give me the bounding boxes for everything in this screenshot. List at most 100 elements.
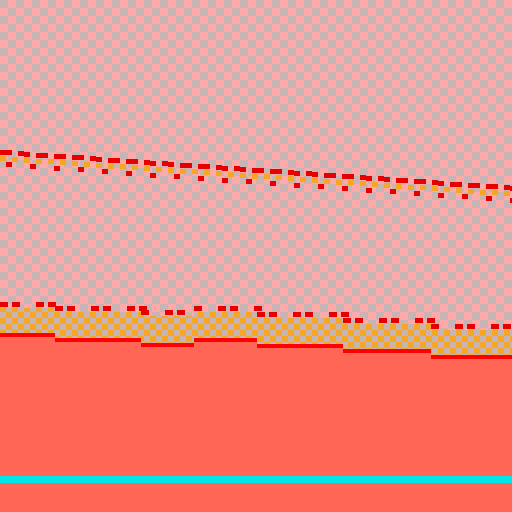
lower-band-edge-pixel [254, 306, 262, 311]
ground-edge [194, 338, 257, 342]
upper-band-edge-pixel [222, 178, 228, 183]
upper-band-edge-pixel [0, 150, 6, 155]
upper-band-edge-pixel [144, 160, 150, 165]
lower-band-fill [55, 312, 141, 338]
upper-band-fill-pixel [252, 174, 258, 179]
lower-band-fill [257, 318, 343, 344]
lower-band-fill [343, 324, 431, 349]
upper-band-fill-pixel [456, 188, 462, 193]
upper-band-edge-pixel [438, 193, 444, 198]
lower-band-fill [194, 312, 257, 338]
lower-band [0, 302, 512, 355]
upper-band-edge-pixel [396, 178, 402, 183]
ground-fill [55, 342, 141, 476]
upper-band-edge-pixel [132, 159, 138, 164]
lower-band-edge-pixel [103, 306, 111, 311]
upper-band-edge-pixel [510, 186, 512, 191]
upper-band-fill-pixel [156, 167, 162, 172]
upper-band-edge-pixel [78, 155, 84, 160]
upper-band-edge-pixel [390, 189, 396, 194]
upper-band-edge-pixel [174, 174, 180, 179]
water-line [0, 476, 512, 483]
upper-band-edge-pixel [30, 164, 36, 169]
upper-band-edge-pixel [150, 173, 156, 178]
upper-band-fill-pixel [348, 180, 354, 185]
upper-band-edge-pixel [276, 169, 282, 174]
lower-band-edge-pixel [141, 310, 149, 315]
upper-band-fill-pixel [24, 158, 30, 163]
upper-band-edge-pixel [288, 170, 294, 175]
upper-band-edge-pixel [486, 196, 492, 201]
lower-band-edge-pixel [293, 312, 301, 317]
upper-band-edge-pixel [360, 175, 366, 180]
upper-band-edge-pixel [72, 155, 78, 160]
upper-band-fill-pixel [60, 160, 66, 165]
upper-band-edge-pixel [36, 153, 42, 158]
lower-band-edge-pixel [467, 324, 475, 329]
lower-band-edge-pixel [12, 302, 20, 307]
upper-band-edge-pixel [6, 162, 12, 167]
upper-band-fill-pixel [300, 177, 306, 182]
upper-band-edge-pixel [60, 154, 66, 159]
upper-band-edge-pixel [186, 163, 192, 168]
upper-band-fill-pixel [312, 178, 318, 183]
lower-band-edge-pixel [341, 312, 349, 317]
upper-band-edge-pixel [462, 194, 468, 199]
upper-band-edge-pixel [108, 158, 114, 163]
upper-band-edge-pixel [42, 153, 48, 158]
ground-fill [194, 342, 257, 476]
ground-fill [257, 348, 343, 476]
upper-band-edge-pixel [510, 198, 512, 203]
upper-band-fill-pixel [276, 175, 282, 180]
upper-band-edge-pixel [414, 191, 420, 196]
upper-band-edge-pixel [348, 174, 354, 179]
upper-band-fill-pixel [432, 186, 438, 191]
upper-band-edge-pixel [78, 167, 84, 172]
upper-band-fill-pixel [168, 168, 174, 173]
upper-band-edge-pixel [234, 166, 240, 171]
upper-band-edge-pixel [330, 173, 336, 178]
upper-band-fill-pixel [120, 164, 126, 169]
upper-band-fill-pixel [72, 161, 78, 166]
upper-band-edge-pixel [150, 161, 156, 166]
upper-band-edge-pixel [24, 152, 30, 157]
ground-fill [431, 359, 512, 476]
upper-band-edge-pixel [222, 166, 228, 171]
upper-band-edge-pixel [312, 172, 318, 177]
upper-band-fill-pixel [480, 190, 486, 195]
upper-band-fill-pixel [444, 187, 450, 192]
upper-band-fill-pixel [228, 172, 234, 177]
upper-band-edge-pixel [240, 167, 246, 172]
upper-band-fill-pixel [96, 163, 102, 168]
upper-band-fill-pixel [36, 159, 42, 164]
upper-band-edge-pixel [6, 150, 12, 155]
lower-band-edge-pixel [177, 310, 185, 315]
upper-band-edge-pixel [324, 173, 330, 178]
lower-band-edge-pixel [91, 306, 99, 311]
ground-bottom [0, 483, 512, 512]
ground-edge [55, 338, 141, 342]
upper-band-edge-pixel [180, 163, 186, 168]
upper-band-edge-pixel [126, 171, 132, 176]
lower-band-edge-pixel [139, 306, 147, 311]
lower-band-edge-pixel [379, 318, 387, 323]
upper-band-edge-pixel [198, 164, 204, 169]
lower-band-edge-pixel [491, 324, 499, 329]
upper-band-edge-pixel [504, 185, 510, 190]
upper-band-edge-pixel [126, 159, 132, 164]
upper-band-edge-pixel [474, 183, 480, 188]
lower-band-edge-pixel [269, 312, 277, 317]
lower-band-edge-pixel [355, 318, 363, 323]
upper-band-edge-pixel [216, 165, 222, 170]
upper-band-fill-pixel [192, 169, 198, 174]
lower-band-edge-pixel [329, 312, 337, 317]
ground-edge [343, 349, 431, 353]
ground-edge [431, 355, 512, 359]
upper-band [0, 150, 512, 203]
ground [0, 333, 512, 512]
lower-band-fill [0, 308, 55, 333]
lower-band-edge-pixel [127, 306, 135, 311]
upper-band-fill-pixel [48, 159, 54, 164]
